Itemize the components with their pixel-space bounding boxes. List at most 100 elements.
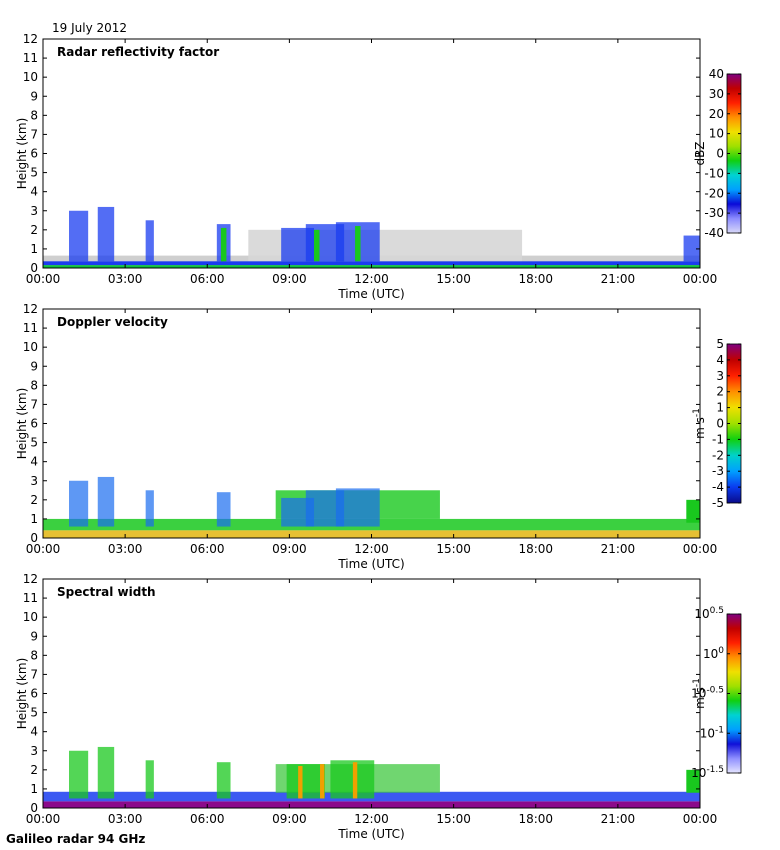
colorbar-tick-label: 100 xyxy=(703,646,724,661)
x-tick-label: 03:00 xyxy=(108,272,143,286)
fall-streak xyxy=(216,492,231,527)
high-width xyxy=(320,764,325,799)
y-tick-label: 5 xyxy=(30,166,38,180)
y-tick-label: 2 xyxy=(30,223,38,237)
fall-streak xyxy=(69,480,89,527)
y-tick-label: 11 xyxy=(23,591,38,605)
y-tick-label: 10 xyxy=(23,610,38,624)
colorbar-tick-label: -1 xyxy=(712,432,724,446)
y-tick-label: 3 xyxy=(30,474,38,488)
high-width xyxy=(352,762,358,799)
colorbar-tick-label: 30 xyxy=(709,87,724,101)
y-tick-label: 2 xyxy=(30,493,38,507)
x-tick-label: 06:00 xyxy=(190,542,225,556)
colorbar-label: dBZ xyxy=(693,141,707,165)
x-axis-label: Time (UTC) xyxy=(337,827,404,841)
colorbar-tick-label: 0 xyxy=(716,417,724,431)
y-tick-label: 0 xyxy=(30,531,38,545)
colorbar-tick-label: 20 xyxy=(709,107,724,121)
y-tick-label: 8 xyxy=(30,648,38,662)
y-tick-label: 2 xyxy=(30,763,38,777)
y-tick-label: 1 xyxy=(30,782,38,796)
y-tick-label: 5 xyxy=(30,436,38,450)
y-axis-label: Height (km) xyxy=(15,658,29,729)
colorbar-label: m s-1 xyxy=(692,408,707,439)
y-tick-label: 7 xyxy=(30,127,38,141)
x-tick-label: 21:00 xyxy=(601,272,636,286)
colorbar-tick-label: -3 xyxy=(712,464,724,478)
y-tick-label: 6 xyxy=(30,687,38,701)
y-tick-label: 12 xyxy=(23,572,38,586)
x-tick-label: 00:00 xyxy=(26,272,61,286)
x-tick-label: 09:00 xyxy=(272,812,307,826)
x-tick-label: 12:00 xyxy=(354,272,389,286)
footer-label: Galileo radar 94 GHz xyxy=(6,832,145,846)
x-tick-label: 21:00 xyxy=(601,542,636,556)
x-tick-label: 00:00 xyxy=(683,812,718,826)
y-axis-label: Height (km) xyxy=(15,118,29,189)
colorbar-tick-label: 10-1.5 xyxy=(691,765,724,780)
colorbar-tick-label: 10 xyxy=(709,127,724,141)
y-tick-label: 3 xyxy=(30,744,38,758)
colorbar-tick-label: -30 xyxy=(704,206,724,220)
colorbar-tick-label: -40 xyxy=(704,226,724,240)
colorbar-tick-label: -5 xyxy=(712,496,724,510)
y-tick-label: 0 xyxy=(30,261,38,275)
colorbar-tick-label: 100.5 xyxy=(694,606,724,621)
y-tick-label: 11 xyxy=(23,321,38,335)
x-tick-label: 15:00 xyxy=(436,272,471,286)
colorbar-tick-label: 0 xyxy=(716,147,724,161)
strong-echo xyxy=(355,226,361,262)
x-tick-label: 09:00 xyxy=(272,272,307,286)
echo-column xyxy=(69,210,89,262)
x-tick-label: 15:00 xyxy=(436,542,471,556)
y-tick-label: 12 xyxy=(23,302,38,316)
colorbar-tick-label: 40 xyxy=(709,67,724,81)
width-column xyxy=(216,762,231,799)
y-tick-label: 11 xyxy=(23,51,38,65)
y-tick-label: 7 xyxy=(30,667,38,681)
late-echo xyxy=(686,499,700,523)
strong-echo xyxy=(220,227,227,262)
y-tick-label: 1 xyxy=(30,242,38,256)
y-axis-label: Height (km) xyxy=(15,388,29,459)
y-tick-label: 1 xyxy=(30,512,38,526)
colorbar-tick-label: 2 xyxy=(716,385,724,399)
y-tick-label: 5 xyxy=(30,706,38,720)
y-tick-label: 6 xyxy=(30,417,38,431)
colorbar-label: m s-1 xyxy=(692,678,707,709)
fall-streak xyxy=(145,490,154,527)
colorbar-tick-label: 5 xyxy=(716,337,724,351)
x-tick-label: 03:00 xyxy=(108,542,143,556)
echo-column xyxy=(97,206,115,262)
width-column xyxy=(286,764,325,799)
y-tick-label: 8 xyxy=(30,108,38,122)
colorbar-tick-label: -10 xyxy=(704,166,724,180)
colorbar-tick-label: 10-1 xyxy=(700,725,724,740)
y-tick-label: 9 xyxy=(30,629,38,643)
width-column xyxy=(69,750,89,799)
fall-streak xyxy=(97,476,115,527)
x-tick-label: 06:00 xyxy=(190,272,225,286)
panel-title: Doppler velocity xyxy=(57,315,168,329)
colorbar-tick-label: -20 xyxy=(704,186,724,200)
panel-title: Spectral width xyxy=(57,585,156,599)
echo-column xyxy=(145,220,154,262)
colorbar-tick-label: 1 xyxy=(716,401,724,415)
x-tick-label: 00:00 xyxy=(26,812,61,826)
x-axis-label: Time (UTC) xyxy=(337,287,404,301)
colorbar-tick-label: -2 xyxy=(712,448,724,462)
late-echo xyxy=(686,769,700,793)
x-tick-label: 00:00 xyxy=(26,542,61,556)
y-tick-label: 10 xyxy=(23,70,38,84)
x-tick-label: 03:00 xyxy=(108,812,143,826)
colorbar-tick-label: 10-0.5 xyxy=(691,686,724,701)
colorbar-tick-label: 4 xyxy=(716,353,724,367)
echo-column xyxy=(683,235,700,262)
strong-echo xyxy=(314,229,320,262)
x-axis-label: Time (UTC) xyxy=(337,557,404,571)
y-tick-label: 4 xyxy=(30,185,38,199)
